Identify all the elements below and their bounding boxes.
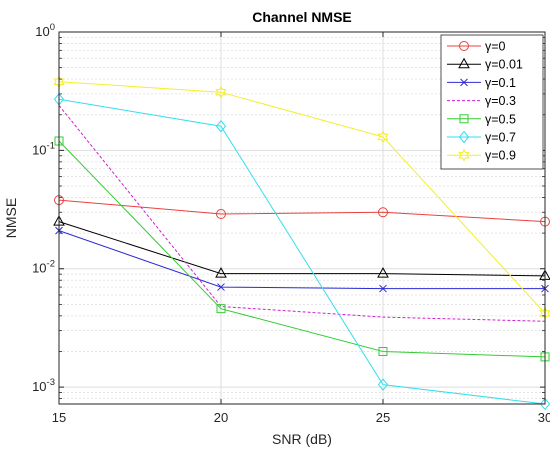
data-point	[377, 378, 389, 391]
series-line	[58, 81, 546, 314]
data-point	[377, 267, 389, 278]
legend-label: γ=0	[485, 40, 506, 54]
legend-item: γ=0	[447, 40, 506, 54]
y-tick-label: 10-3	[32, 377, 55, 394]
series-4	[54, 136, 550, 362]
data-point	[216, 304, 226, 314]
data-point	[378, 346, 388, 356]
chart-title: Channel NMSE	[252, 9, 352, 25]
series-3	[58, 105, 546, 322]
y-axis-label: NMSE	[3, 198, 19, 238]
legend-item: γ=0.01	[447, 57, 523, 72]
legend-marker	[459, 114, 469, 124]
data-point	[539, 397, 550, 411]
y-tick-label: 10-1	[32, 140, 55, 157]
y-tick-label: 100	[35, 22, 55, 39]
plot-frame	[58, 31, 546, 405]
legend-box	[440, 34, 544, 170]
series-5	[53, 93, 550, 411]
series-line	[58, 140, 546, 358]
legend-item: γ=0.3	[447, 94, 516, 108]
legend-label: γ=0.3	[485, 94, 516, 108]
series-line	[58, 98, 546, 405]
data-point	[215, 119, 227, 133]
x-tick-label: 25	[376, 410, 390, 425]
data-point	[377, 130, 389, 144]
legend-marker	[458, 148, 470, 162]
legend-item: γ=0.7	[447, 131, 516, 145]
x-axis-label: SNR (dB)	[272, 431, 332, 447]
series-line	[58, 221, 546, 277]
legend-marker	[458, 57, 470, 69]
data-point	[216, 209, 226, 220]
x-tick-label: 30	[538, 410, 550, 425]
data-point	[217, 283, 225, 291]
legend: γ=0 γ=0.01 γ=0.1 γ=0.3 γ=0.5 γ=0.7 γ=0.9	[440, 34, 544, 170]
legend-label: γ=0.1	[485, 76, 516, 90]
legend-item: γ=0.9	[447, 148, 516, 163]
legend-label: γ=0.01	[485, 58, 523, 72]
legend-marker	[459, 41, 469, 51]
data-point	[215, 267, 227, 278]
legend-item: γ=0.1	[447, 76, 516, 90]
series-line	[58, 230, 545, 290]
x-tick-label: 15	[52, 410, 66, 425]
data-point	[379, 284, 387, 293]
legend-label: γ=0.9	[485, 149, 516, 163]
legend-marker	[458, 130, 470, 144]
legend-label: γ=0.7	[485, 131, 516, 145]
series-line	[58, 105, 546, 322]
x-tick-label: 20	[214, 410, 228, 425]
series-layer	[53, 75, 550, 411]
data-point	[378, 207, 388, 218]
series-line	[58, 199, 546, 223]
legend-item: γ=0.5	[447, 112, 516, 126]
legend-marker	[460, 78, 468, 87]
y-tick-label: 10-2	[32, 259, 55, 276]
legend-label: γ=0.5	[485, 112, 516, 126]
ticks: 15 20 25 30 10-3 10-2 10-1 100	[32, 22, 550, 425]
data-point	[215, 85, 227, 99]
